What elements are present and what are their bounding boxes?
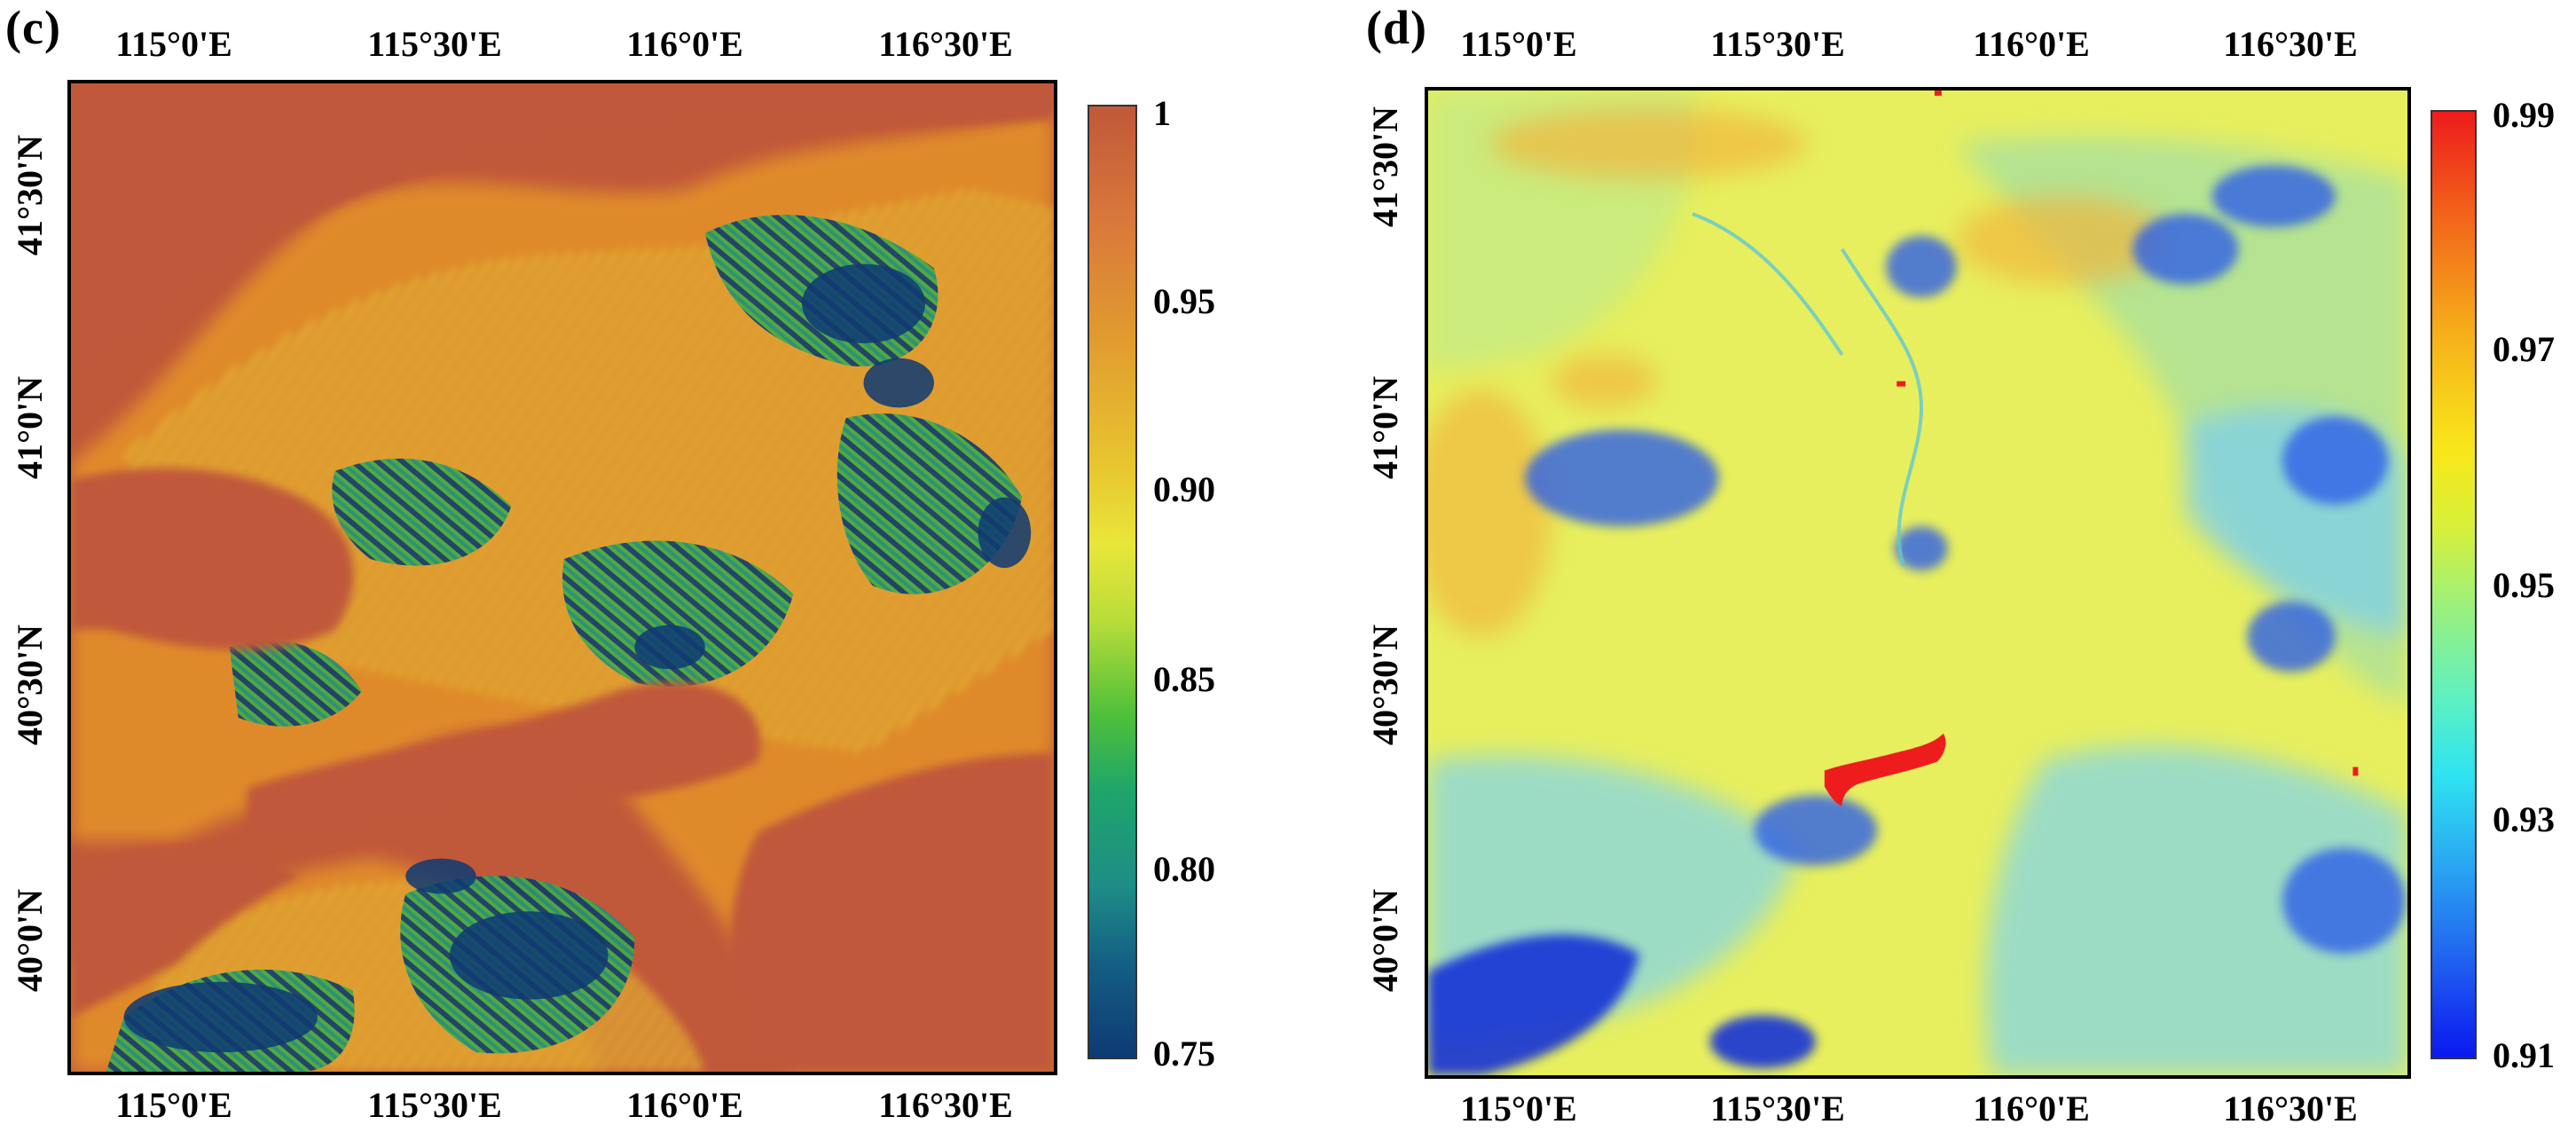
x-tick-top-116-0-d: 116°0'E <box>1973 24 2090 64</box>
colorbar-d-label-093: 0.93 <box>2493 799 2555 839</box>
y-tick-40-0: 40°0'N <box>10 889 50 992</box>
x-tick-bottom-115-30: 115°30'E <box>367 1085 502 1125</box>
y-tick-40-30-d: 40°30'N <box>1365 625 1405 745</box>
x-tick-bottom-115-0: 115°0'E <box>115 1085 232 1125</box>
map-d-low-values <box>1525 165 2407 954</box>
y-tick-41-0: 41°0'N <box>10 376 50 479</box>
x-tick-top-115-30-d: 115°30'E <box>1710 24 1845 64</box>
x-tick-top-115-0-d: 115°0'E <box>1460 24 1577 64</box>
x-tick-bottom-116-30: 116°30'E <box>878 1085 1013 1125</box>
colorbar-c-label-090: 0.90 <box>1153 469 1215 509</box>
colorbar-c-label-075: 0.75 <box>1153 1034 1215 1073</box>
map-c-basin <box>71 83 1054 1072</box>
y-tick-40-30: 40°30'N <box>10 625 50 745</box>
map-d-deep-blue <box>1428 934 1816 1075</box>
colorbar-c <box>1088 105 1137 1059</box>
map-d-river <box>1692 212 1923 567</box>
panel-label-c: (c) <box>5 1 61 54</box>
colorbar-d <box>2431 110 2477 1059</box>
panel-c: (c) 115°0'E 115°30'E 116°0'E 116°30'E 41… <box>0 0 1260 1148</box>
panel-d: (d) 115°0'E 115°30'E 116°0'E 116°30'E 41… <box>1348 0 2576 1148</box>
map-c-raster <box>71 83 1054 1072</box>
map-c-low-values <box>123 263 1032 1053</box>
map-d <box>1425 87 2411 1079</box>
x-tick-top-115-30: 115°30'E <box>367 24 502 64</box>
colorbar-d-label-097: 0.97 <box>2493 329 2555 369</box>
panel-label-d: (d) <box>1366 1 1427 54</box>
x-tick-bottom-116-30-d: 116°30'E <box>2223 1089 2358 1128</box>
x-tick-top-115-0: 115°0'E <box>115 24 232 64</box>
x-tick-top-116-0: 116°0'E <box>626 24 743 64</box>
x-tick-top-116-30: 116°30'E <box>878 24 1013 64</box>
colorbar-d-label-095: 0.95 <box>2493 565 2555 605</box>
colorbar-c-label-1: 1 <box>1153 93 1171 133</box>
map-c <box>67 80 1057 1075</box>
colorbar-c-label-080: 0.80 <box>1153 849 1215 889</box>
y-tick-41-30: 41°30'N <box>10 135 50 256</box>
map-d-reservoir <box>1824 90 2359 806</box>
y-tick-41-30-d: 41°30'N <box>1365 106 1405 227</box>
map-d-raster <box>1428 90 2407 1075</box>
x-tick-bottom-115-0-d: 115°0'E <box>1460 1089 1577 1128</box>
x-tick-top-116-30-d: 116°30'E <box>2223 24 2358 64</box>
x-tick-bottom-116-0-d: 116°0'E <box>1973 1089 2090 1128</box>
y-tick-40-0-d: 40°0'N <box>1365 889 1405 992</box>
colorbar-c-label-085: 0.85 <box>1153 659 1215 699</box>
colorbar-d-label-099: 0.99 <box>2493 95 2555 135</box>
colorbar-c-label-095: 0.95 <box>1153 281 1215 321</box>
map-d-high-values <box>1428 107 2168 637</box>
x-tick-bottom-116-0: 116°0'E <box>626 1085 743 1125</box>
colorbar-d-label-091: 0.91 <box>2493 1035 2555 1075</box>
y-tick-41-0-d: 41°0'N <box>1365 376 1405 479</box>
x-tick-bottom-115-30-d: 115°30'E <box>1710 1089 1845 1128</box>
